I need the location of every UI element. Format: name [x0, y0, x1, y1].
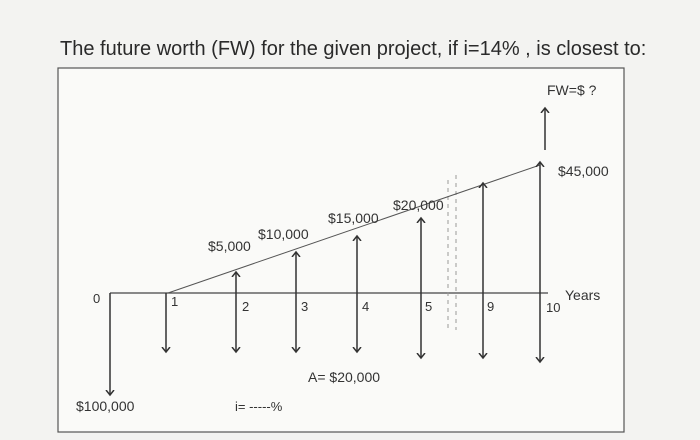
gradient-label-45000: $45,000 — [558, 163, 609, 179]
gradient-label-15000: $15,000 — [328, 210, 379, 226]
question-text: The future worth (FW) for the given proj… — [60, 38, 647, 60]
period-label-10: 10 — [546, 300, 560, 315]
period-label-3: 3 — [301, 299, 308, 314]
period-label-5: 5 — [425, 299, 432, 314]
diagram-frame — [57, 67, 625, 433]
gradient-label-5000: $5,000 — [208, 238, 251, 254]
period-label-4: 4 — [362, 299, 369, 314]
years-label: Years — [565, 287, 600, 303]
interest-label: i= -----% — [235, 399, 283, 414]
period-label-2: 2 — [242, 299, 249, 314]
gradient-label-20000: $20,000 — [393, 197, 444, 213]
period-label-9: 9 — [487, 299, 494, 314]
period-label-1: 1 — [171, 294, 178, 309]
gradient-label-10000: $10,000 — [258, 226, 309, 242]
annuity-label: A= $20,000 — [308, 369, 380, 385]
fw-label: FW=$ ? — [547, 82, 597, 98]
period-label-0: 0 — [93, 291, 100, 306]
gradient-line — [167, 164, 541, 294]
initial-cost-label: $100,000 — [76, 398, 135, 414]
